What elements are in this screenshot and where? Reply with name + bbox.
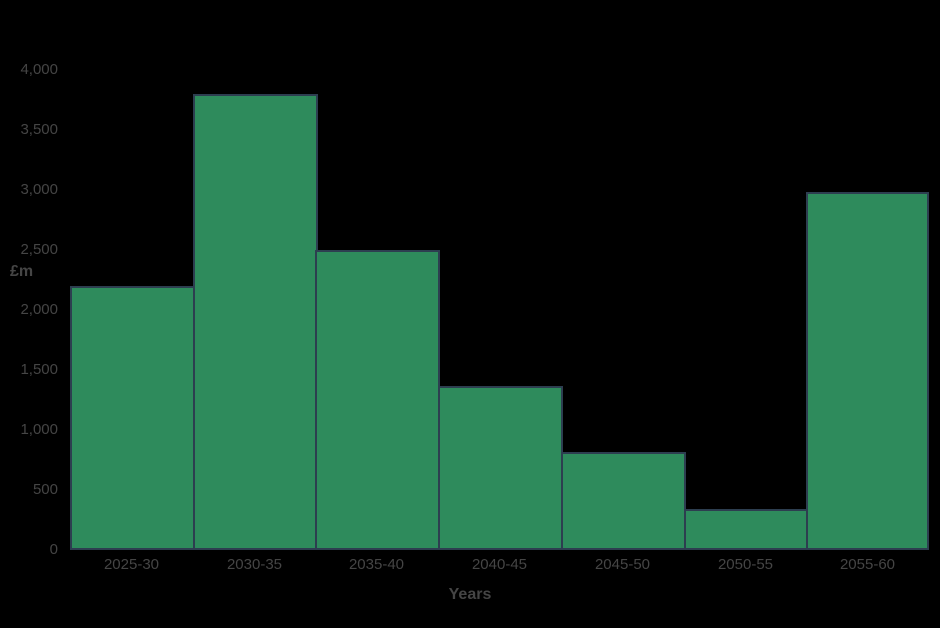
y-tick-label: 4,000 (20, 61, 58, 78)
x-tick-label: 2025-30 (103, 556, 160, 573)
bar (70, 286, 195, 550)
y-tick-label: 3,000 (20, 181, 58, 198)
bar (193, 94, 318, 550)
x-tick-label: 2035-40 (348, 556, 405, 573)
y-axis-title: £m (10, 263, 34, 280)
x-tick-label: 2030-35 (226, 556, 283, 573)
bar (438, 386, 563, 550)
x-tick-label: 2055-60 (839, 556, 896, 573)
bar (561, 452, 686, 550)
y-tick-label: 1,000 (20, 421, 58, 438)
y-tick-label: 500 (32, 481, 58, 498)
bar (684, 509, 809, 550)
y-tick-label: 3,500 (20, 121, 58, 138)
x-axis-title: Years (448, 586, 492, 603)
x-tick-label: 2040-45 (471, 556, 528, 573)
y-tick-label: 2,000 (20, 301, 58, 318)
x-tick-label: 2050-55 (717, 556, 774, 573)
bar (806, 192, 929, 550)
x-tick-label: 2045-50 (594, 556, 651, 573)
y-tick-label: 0 (49, 541, 58, 558)
bar (315, 250, 440, 550)
y-tick-label: 1,500 (20, 361, 58, 378)
y-tick-label: 2,500 (20, 241, 58, 258)
